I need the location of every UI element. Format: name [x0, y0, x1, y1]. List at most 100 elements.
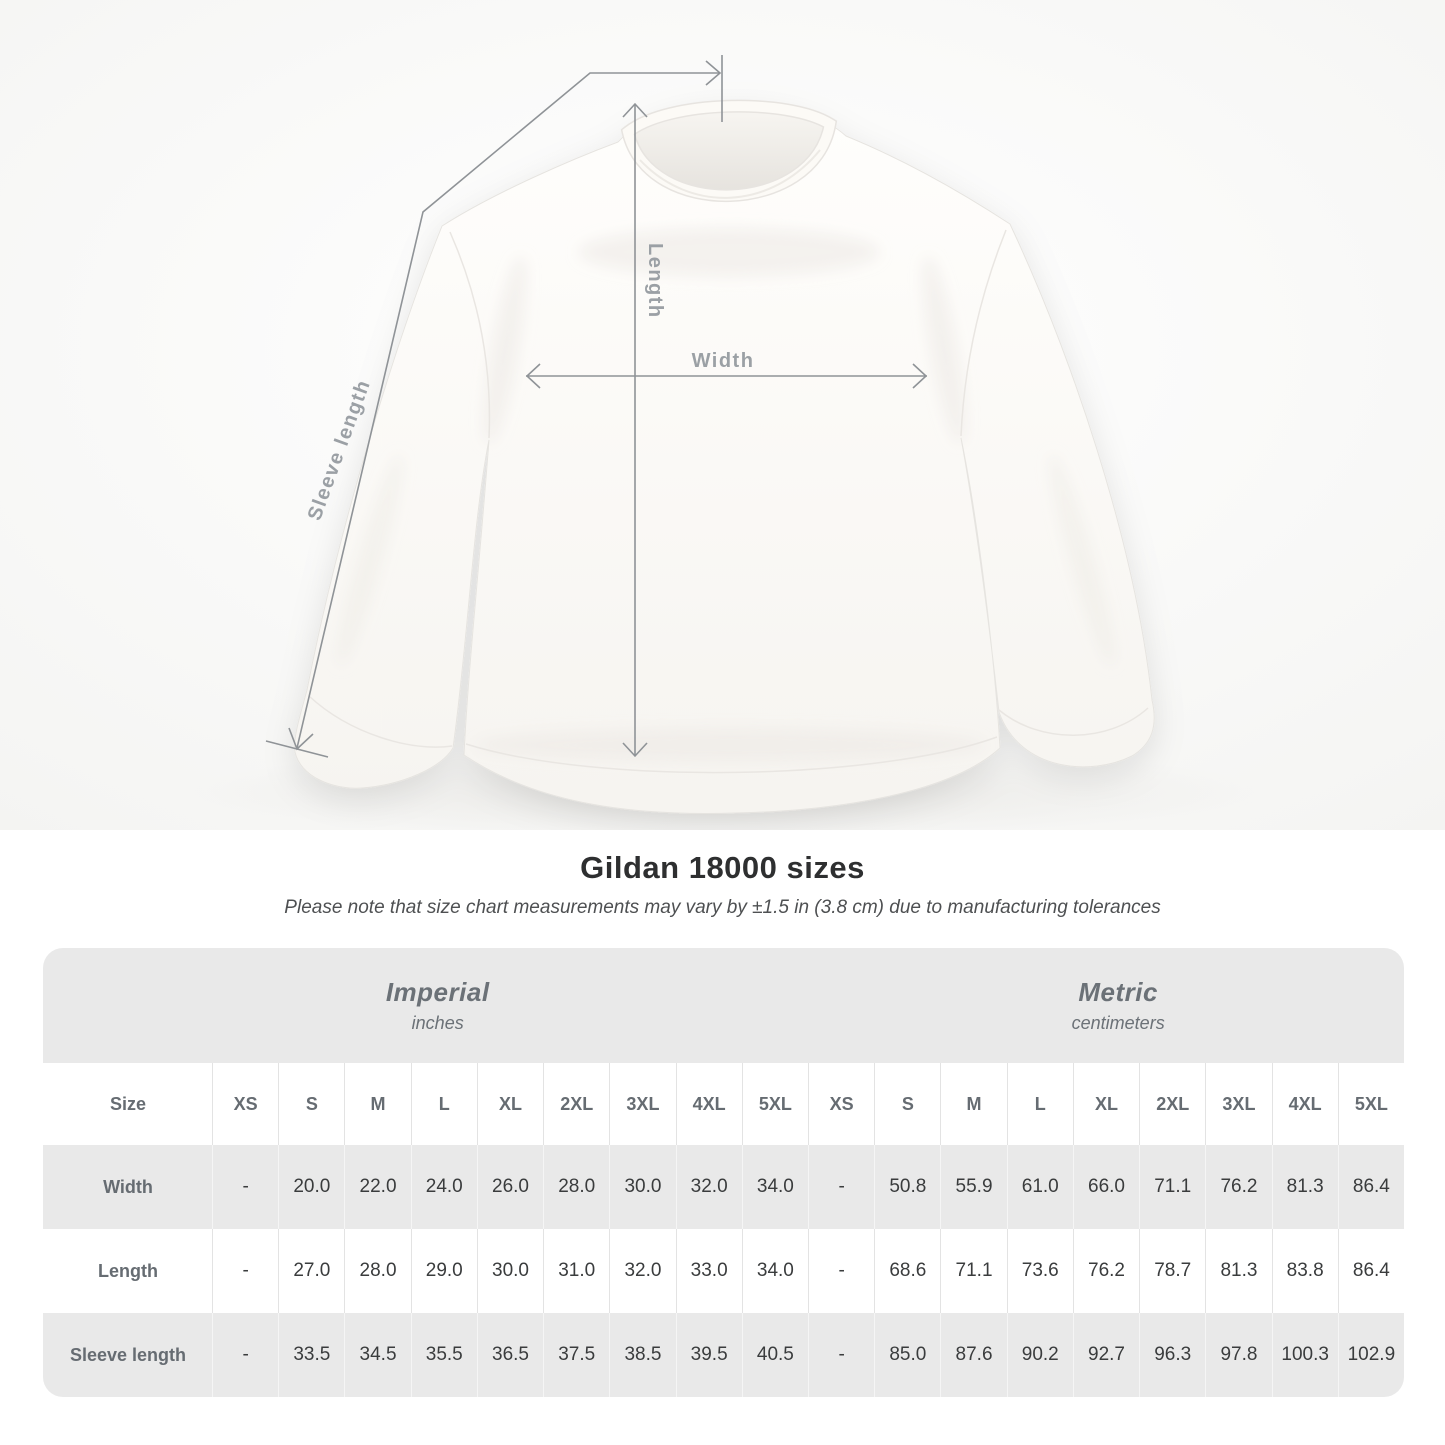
- sleeve-cuff-tick: [265, 740, 329, 758]
- size-col-header: XS: [807, 1063, 874, 1145]
- sleeve-measure-line: [296, 72, 720, 749]
- cell-value: 78.7: [1139, 1229, 1205, 1313]
- cell-value: 34.0: [741, 1145, 808, 1229]
- cell-value: 35.5: [410, 1313, 477, 1397]
- cell-value: 81.3: [1205, 1229, 1271, 1313]
- cell-value: 68.6: [874, 1229, 940, 1313]
- size-table: Imperial inches Metric centimeters Size …: [43, 948, 1404, 1397]
- cell-value: 26.0: [476, 1145, 543, 1229]
- size-col-header: 2XL: [1139, 1063, 1205, 1145]
- cell-value: 86.4: [1337, 1229, 1404, 1313]
- cell-value: 92.7: [1072, 1313, 1139, 1397]
- row-label: Width: [103, 1176, 153, 1197]
- cell-value: 90.2: [1006, 1313, 1073, 1397]
- cell-value: 71.1: [940, 1229, 1006, 1313]
- cell-value: 34.0: [741, 1229, 808, 1313]
- cell-value: 73.6: [1006, 1229, 1073, 1313]
- cell-value: -: [807, 1313, 874, 1397]
- size-col-header: XL: [476, 1063, 543, 1145]
- cell-value: 33.5: [278, 1313, 344, 1397]
- cell-value: -: [212, 1145, 278, 1229]
- cell-value: 76.2: [1205, 1145, 1271, 1229]
- cell-value: 27.0: [278, 1229, 344, 1313]
- size-col-header: 5XL: [741, 1063, 808, 1145]
- length-arrow-down-icon: [622, 742, 648, 758]
- group-unit: inches: [411, 1013, 464, 1033]
- size-col-header: 3XL: [1205, 1063, 1271, 1145]
- imperial-header: Imperial inches: [43, 948, 832, 1063]
- cell-value: 31.0: [543, 1229, 609, 1313]
- cell-value: 83.8: [1271, 1229, 1338, 1313]
- size-header-cell: Size: [109, 1093, 147, 1114]
- cell-value: 33.0: [675, 1229, 742, 1313]
- size-col-header: S: [874, 1063, 940, 1145]
- cell-value: 32.0: [675, 1145, 742, 1229]
- width-arrow-left-icon: [525, 363, 541, 389]
- cell-value: -: [212, 1313, 278, 1397]
- cell-value: 100.3: [1271, 1313, 1338, 1397]
- cell-value: 24.0: [410, 1145, 477, 1229]
- page-title: Gildan 18000 sizes: [580, 850, 865, 885]
- sweatshirt-diagram: Length Width Sleeve length: [0, 0, 1445, 830]
- length-label: Length: [644, 243, 666, 319]
- collar: [620, 99, 838, 203]
- table-row-width: Width - 20.0 22.0 24.0 26.0 28.0 30.0 32…: [43, 1145, 1404, 1229]
- size-col-header: 3XL: [609, 1063, 675, 1145]
- group-name: Imperial: [385, 977, 490, 1007]
- metric-header: Metric centimeters: [832, 948, 1404, 1063]
- cell-value: 32.0: [609, 1229, 675, 1313]
- size-col-header: XL: [1072, 1063, 1139, 1145]
- cell-value: 86.4: [1337, 1145, 1404, 1229]
- cell-value: 29.0: [410, 1229, 477, 1313]
- cell-value: 22.0: [344, 1145, 410, 1229]
- group-unit: centimeters: [1071, 1013, 1165, 1033]
- measurement-lines: [265, 55, 928, 758]
- row-label: Sleeve length: [69, 1344, 187, 1365]
- fabric-shading: [337, 228, 1115, 761]
- width-label: Width: [692, 350, 755, 372]
- cell-value: 28.0: [344, 1229, 410, 1313]
- tolerance-note: Please note that size chart measurements…: [284, 897, 1161, 918]
- size-col-header: M: [344, 1063, 410, 1145]
- cell-value: 71.1: [1139, 1145, 1205, 1229]
- row-label: Length: [98, 1260, 158, 1281]
- garment-seams: [308, 229, 1149, 774]
- cell-value: 55.9: [940, 1145, 1006, 1229]
- cell-value: 38.5: [609, 1313, 675, 1397]
- size-header-row: Size XS S M L XL 2XL 3XL 4XL 5XL XS S M …: [43, 1063, 1404, 1145]
- cell-value: 81.3: [1271, 1145, 1338, 1229]
- size-col-header: M: [940, 1063, 1006, 1145]
- cell-value: -: [807, 1145, 874, 1229]
- cell-value: 85.0: [874, 1313, 940, 1397]
- size-col-header: 4XL: [675, 1063, 742, 1145]
- cell-value: 37.5: [543, 1313, 609, 1397]
- cell-value: 66.0: [1072, 1145, 1139, 1229]
- cell-value: 50.8: [874, 1145, 940, 1229]
- size-col-header: S: [278, 1063, 344, 1145]
- group-name: Metric: [1078, 977, 1158, 1007]
- unit-header-band: Imperial inches Metric centimeters: [43, 948, 1404, 1063]
- cell-value: 30.0: [609, 1145, 675, 1229]
- cell-value: 76.2: [1072, 1229, 1139, 1313]
- cell-value: 87.6: [940, 1313, 1006, 1397]
- width-arrow-right-icon: [912, 363, 928, 389]
- cell-value: 36.5: [476, 1313, 543, 1397]
- table-row-sleeve-length: Sleeve length - 33.5 34.5 35.5 36.5 37.5…: [43, 1313, 1404, 1397]
- cell-value: 40.5: [741, 1313, 808, 1397]
- size-col-header: L: [410, 1063, 477, 1145]
- cell-value: 102.9: [1337, 1313, 1404, 1397]
- size-col-header: 2XL: [543, 1063, 609, 1145]
- sleeve-arrow-right-icon: [705, 60, 722, 86]
- size-col-header: 5XL: [1337, 1063, 1404, 1145]
- cell-value: 34.5: [344, 1313, 410, 1397]
- cell-value: 61.0: [1006, 1145, 1073, 1229]
- cell-value: 39.5: [675, 1313, 742, 1397]
- cell-value: -: [212, 1229, 278, 1313]
- size-col-header: 4XL: [1271, 1063, 1338, 1145]
- cell-value: 97.8: [1205, 1313, 1271, 1397]
- cell-value: 28.0: [543, 1145, 609, 1229]
- cell-value: -: [807, 1229, 874, 1313]
- size-col-header: XS: [212, 1063, 278, 1145]
- cell-value: 20.0: [278, 1145, 344, 1229]
